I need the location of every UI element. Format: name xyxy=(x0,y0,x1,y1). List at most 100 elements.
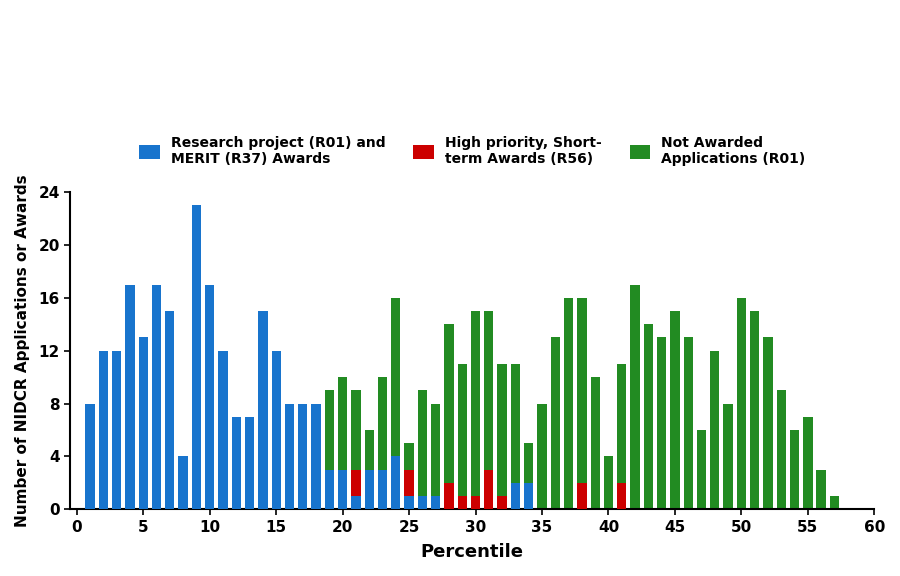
Bar xyxy=(219,351,228,509)
Bar xyxy=(524,483,534,509)
Bar xyxy=(511,496,520,509)
Bar xyxy=(644,324,653,509)
Bar xyxy=(86,404,94,509)
Bar xyxy=(392,456,400,509)
Bar xyxy=(524,443,534,509)
Bar xyxy=(697,430,706,509)
Bar xyxy=(737,298,746,509)
Bar xyxy=(392,469,400,509)
Bar xyxy=(351,391,361,509)
Y-axis label: Number of NIDCR Applications or Awards: Number of NIDCR Applications or Awards xyxy=(15,175,30,527)
Bar xyxy=(325,469,334,509)
Bar xyxy=(445,324,454,509)
Bar xyxy=(139,338,148,509)
Bar xyxy=(431,404,440,509)
Bar xyxy=(604,456,613,509)
Bar xyxy=(298,404,308,509)
Bar xyxy=(284,496,294,509)
Bar xyxy=(178,496,188,509)
Bar xyxy=(311,496,320,509)
Bar xyxy=(258,311,267,509)
Bar xyxy=(790,430,799,509)
Bar xyxy=(724,404,733,509)
Bar xyxy=(392,298,400,509)
Bar xyxy=(418,496,427,509)
Bar xyxy=(551,338,560,509)
Bar xyxy=(192,205,201,509)
Bar xyxy=(298,443,308,509)
Bar xyxy=(231,456,241,509)
Bar xyxy=(471,311,481,509)
Bar xyxy=(245,456,254,509)
Bar xyxy=(511,364,520,509)
Bar xyxy=(231,416,241,509)
Bar xyxy=(498,496,507,509)
Bar xyxy=(684,338,693,509)
Bar xyxy=(816,469,826,509)
Bar xyxy=(258,496,267,509)
Bar xyxy=(471,496,481,509)
Bar xyxy=(338,469,347,509)
Bar xyxy=(564,298,573,509)
Bar xyxy=(364,430,373,509)
Bar xyxy=(537,404,546,509)
Bar xyxy=(511,483,520,509)
Bar xyxy=(590,377,599,509)
Bar xyxy=(404,443,414,509)
Bar xyxy=(166,311,175,509)
Bar xyxy=(457,496,467,509)
Bar xyxy=(763,338,772,509)
Bar xyxy=(418,496,427,509)
Bar xyxy=(750,311,760,509)
Bar xyxy=(272,351,281,509)
Bar xyxy=(245,416,254,509)
Bar xyxy=(617,483,626,509)
Bar xyxy=(670,311,680,509)
Bar xyxy=(311,469,320,509)
Bar xyxy=(803,416,813,509)
Bar xyxy=(364,496,373,509)
Bar xyxy=(338,469,347,509)
Bar xyxy=(272,456,281,509)
Bar xyxy=(431,496,440,509)
Bar xyxy=(351,496,361,509)
Bar xyxy=(125,285,135,509)
Bar xyxy=(617,364,626,509)
Bar xyxy=(630,285,640,509)
Legend: Research project (R01) and
MERIT (R37) Awards, High priority, Short-
term Awards: Research project (R01) and MERIT (R37) A… xyxy=(131,129,813,173)
Bar xyxy=(830,496,839,509)
Bar xyxy=(364,469,373,509)
Bar xyxy=(99,351,108,509)
Bar xyxy=(498,364,507,509)
Bar xyxy=(284,404,294,509)
Bar xyxy=(777,391,786,509)
Bar xyxy=(457,364,467,509)
Bar xyxy=(178,456,188,509)
X-axis label: Percentile: Percentile xyxy=(420,543,524,561)
Bar xyxy=(205,285,214,509)
Bar xyxy=(418,391,427,509)
Bar xyxy=(325,391,334,509)
Bar xyxy=(484,311,493,509)
Bar xyxy=(351,469,361,509)
Bar xyxy=(378,469,387,509)
Bar xyxy=(325,469,334,509)
Bar xyxy=(577,483,587,509)
Bar xyxy=(112,351,122,509)
Bar xyxy=(657,338,666,509)
Bar xyxy=(338,377,347,509)
Bar xyxy=(404,496,414,509)
Bar xyxy=(378,377,387,509)
Bar xyxy=(404,469,414,509)
Bar xyxy=(311,404,320,509)
Bar xyxy=(710,351,719,509)
Bar xyxy=(445,483,454,509)
Bar xyxy=(484,469,493,509)
Bar xyxy=(152,285,161,509)
Bar xyxy=(139,496,148,509)
Bar xyxy=(577,298,587,509)
Bar xyxy=(298,496,308,509)
Bar xyxy=(284,469,294,509)
Bar xyxy=(378,469,387,509)
Bar xyxy=(431,496,440,509)
